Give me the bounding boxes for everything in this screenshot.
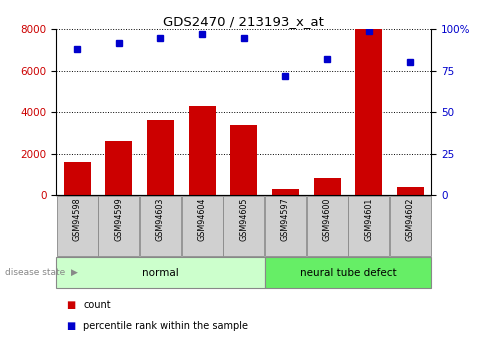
Bar (56, 257, 265, 288)
Text: GSM94597: GSM94597 (281, 197, 290, 241)
Bar (230, 125, 257, 195)
Bar (348, 196, 389, 256)
Bar (182, 196, 222, 256)
Text: GSM94603: GSM94603 (156, 197, 165, 241)
Text: GSM94602: GSM94602 (406, 197, 415, 241)
Bar (390, 196, 431, 256)
Bar (355, 29, 382, 195)
Bar (265, 257, 431, 288)
Text: percentile rank within the sample: percentile rank within the sample (83, 321, 248, 331)
Bar (397, 187, 424, 195)
Text: neural tube defect: neural tube defect (299, 268, 396, 277)
Text: GSM94600: GSM94600 (322, 197, 332, 241)
Bar (223, 196, 264, 256)
Text: GSM94601: GSM94601 (364, 197, 373, 241)
Bar (265, 196, 306, 256)
Text: count: count (83, 300, 111, 310)
Bar (105, 141, 132, 195)
Text: ■: ■ (66, 321, 75, 331)
Bar (272, 189, 299, 195)
Text: GSM94604: GSM94604 (197, 197, 207, 241)
Title: GDS2470 / 213193_x_at: GDS2470 / 213193_x_at (163, 15, 324, 28)
Text: GSM94599: GSM94599 (114, 197, 123, 241)
Bar (314, 178, 341, 195)
Text: ■: ■ (66, 300, 75, 310)
Bar (147, 120, 174, 195)
Text: GSM94605: GSM94605 (239, 197, 248, 241)
Bar (189, 106, 216, 195)
Bar (64, 162, 91, 195)
Bar (98, 196, 139, 256)
Bar (57, 196, 98, 256)
Text: normal: normal (142, 268, 179, 277)
Bar (307, 196, 347, 256)
Bar (140, 196, 181, 256)
Text: disease state  ▶: disease state ▶ (5, 268, 78, 277)
Text: GSM94598: GSM94598 (73, 197, 82, 241)
